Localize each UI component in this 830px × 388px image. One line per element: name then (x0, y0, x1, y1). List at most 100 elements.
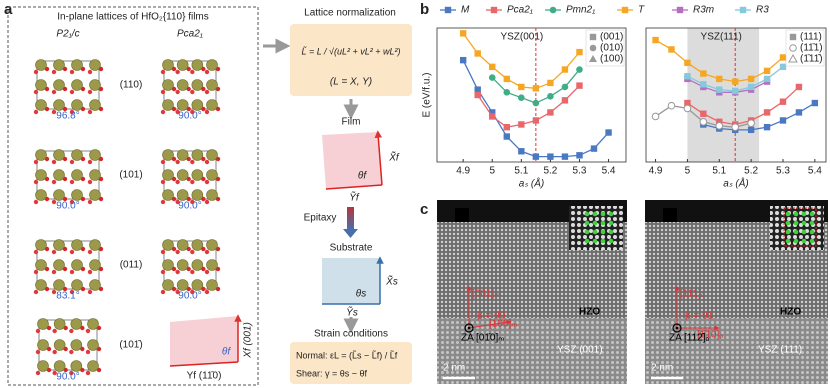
oxygen-atom (175, 199, 180, 205)
oxygen-atom (51, 269, 57, 275)
legend-label: R3 (756, 5, 769, 16)
substrate-cell (322, 258, 380, 304)
corner-mark (663, 208, 677, 222)
hf-atom (162, 169, 174, 181)
inset-atom (785, 238, 791, 244)
hf-atom (70, 339, 83, 351)
x-tick-label: 5 (489, 166, 495, 177)
oxygen-atom (69, 269, 75, 275)
hf-atom (89, 279, 101, 291)
y-axis-arrow (169, 361, 239, 367)
hf-atom (87, 339, 99, 351)
direction-label: [100]ₘ (489, 319, 517, 330)
inset-atom (809, 220, 815, 226)
oxygen-atom (190, 199, 195, 205)
column-header: Pca2₁ (177, 29, 203, 40)
x-tick-label: 5.3 (573, 166, 587, 177)
inset-atom (584, 238, 590, 244)
inset-atom (584, 220, 590, 226)
charts: b YSZ(001) 4.9 5 5.1 5.2 5.3 5.4 aₛ (Å) E (eV/f.u… (420, 1, 827, 190)
oxygen-atom (33, 199, 39, 205)
data-point (700, 81, 707, 88)
x-tick-label: 5.4 (602, 166, 616, 177)
hf-atom (53, 99, 65, 111)
hf-atom (89, 59, 101, 71)
oxygen-atom (175, 159, 180, 165)
hf-atom (71, 189, 83, 201)
panel-title: In-plane lattices of HfO₂{110} films (57, 12, 209, 23)
hf-atom (176, 169, 189, 181)
hf-atom (206, 99, 218, 111)
hf-atom (37, 318, 49, 330)
oxygen-atom (204, 109, 210, 115)
inset-atom (608, 229, 614, 235)
oxygen-atom (160, 179, 166, 185)
oxygen-atom (204, 89, 210, 95)
data-point (576, 66, 583, 73)
oxygen-atom (51, 89, 57, 95)
data-point (490, 6, 498, 14)
angle-symbol: θf (222, 347, 231, 358)
column-header: P2₁/c (56, 29, 79, 40)
data-point (779, 117, 787, 124)
oxygen-atom (87, 199, 93, 205)
direction-label: [111]ₒ (680, 289, 705, 300)
x-tick-label: 5.1 (514, 166, 528, 177)
data-point (503, 133, 510, 140)
data-point (532, 153, 540, 160)
oxygen-atom (33, 269, 39, 275)
hf-atom (89, 239, 101, 251)
inset-atom (801, 220, 807, 226)
data-point (489, 63, 496, 71)
oxygen-atom (52, 328, 57, 334)
axis-label: Yf (11̄0) (187, 371, 222, 382)
data-point (474, 50, 481, 57)
plot-frame (436, 27, 627, 163)
hf-atom (35, 259, 47, 271)
oxygen-atom (33, 179, 39, 185)
inset-atom (785, 211, 791, 217)
data-point (716, 118, 723, 125)
oxygen-atom (69, 159, 75, 165)
hf-atom (176, 279, 189, 291)
hf-atom (35, 239, 47, 251)
data-point (589, 33, 597, 41)
oxygen-atom (204, 269, 210, 275)
oxygen-atom (190, 269, 195, 275)
inset-atom (600, 220, 606, 226)
oxygen-atom (204, 179, 210, 185)
data-point (747, 119, 755, 127)
zone-axis-dot (675, 326, 679, 330)
x-tick-label: 4.9 (649, 166, 663, 177)
hf-atom (53, 259, 65, 271)
substrate-region (645, 318, 828, 384)
hf-atom (89, 149, 101, 161)
oxygen-atom (35, 349, 41, 355)
data-point (459, 30, 467, 37)
zone-label: ZA [01̄0]ₘ (461, 333, 504, 344)
oxygen-atom (35, 328, 41, 334)
x-tick-label: 5.4 (808, 166, 822, 177)
x-tick-label: 4.9 (456, 166, 470, 177)
oxygen-atom (33, 69, 39, 75)
hf-atom (176, 79, 189, 91)
inset-atom (608, 211, 614, 217)
flow-title: Lattice normalization (304, 8, 396, 19)
oxygen-atom (190, 89, 195, 95)
data-point (700, 70, 707, 77)
hf-atom (206, 239, 218, 251)
hf-atom (206, 149, 218, 161)
zone-label: ZA [112̄]ₒ (669, 333, 710, 344)
data-point (474, 91, 481, 99)
legend-label: (010) (600, 43, 623, 54)
axis-arrow (468, 319, 512, 329)
hf-atom (89, 259, 101, 271)
formula-box (290, 24, 412, 96)
oxygen-atom (160, 249, 166, 255)
data-point (747, 126, 755, 134)
hf-atom (71, 149, 83, 161)
plane-label: (101) (119, 170, 142, 181)
data-point (605, 129, 612, 136)
data-point (503, 123, 510, 131)
axis-label: Ỹf (349, 191, 360, 204)
